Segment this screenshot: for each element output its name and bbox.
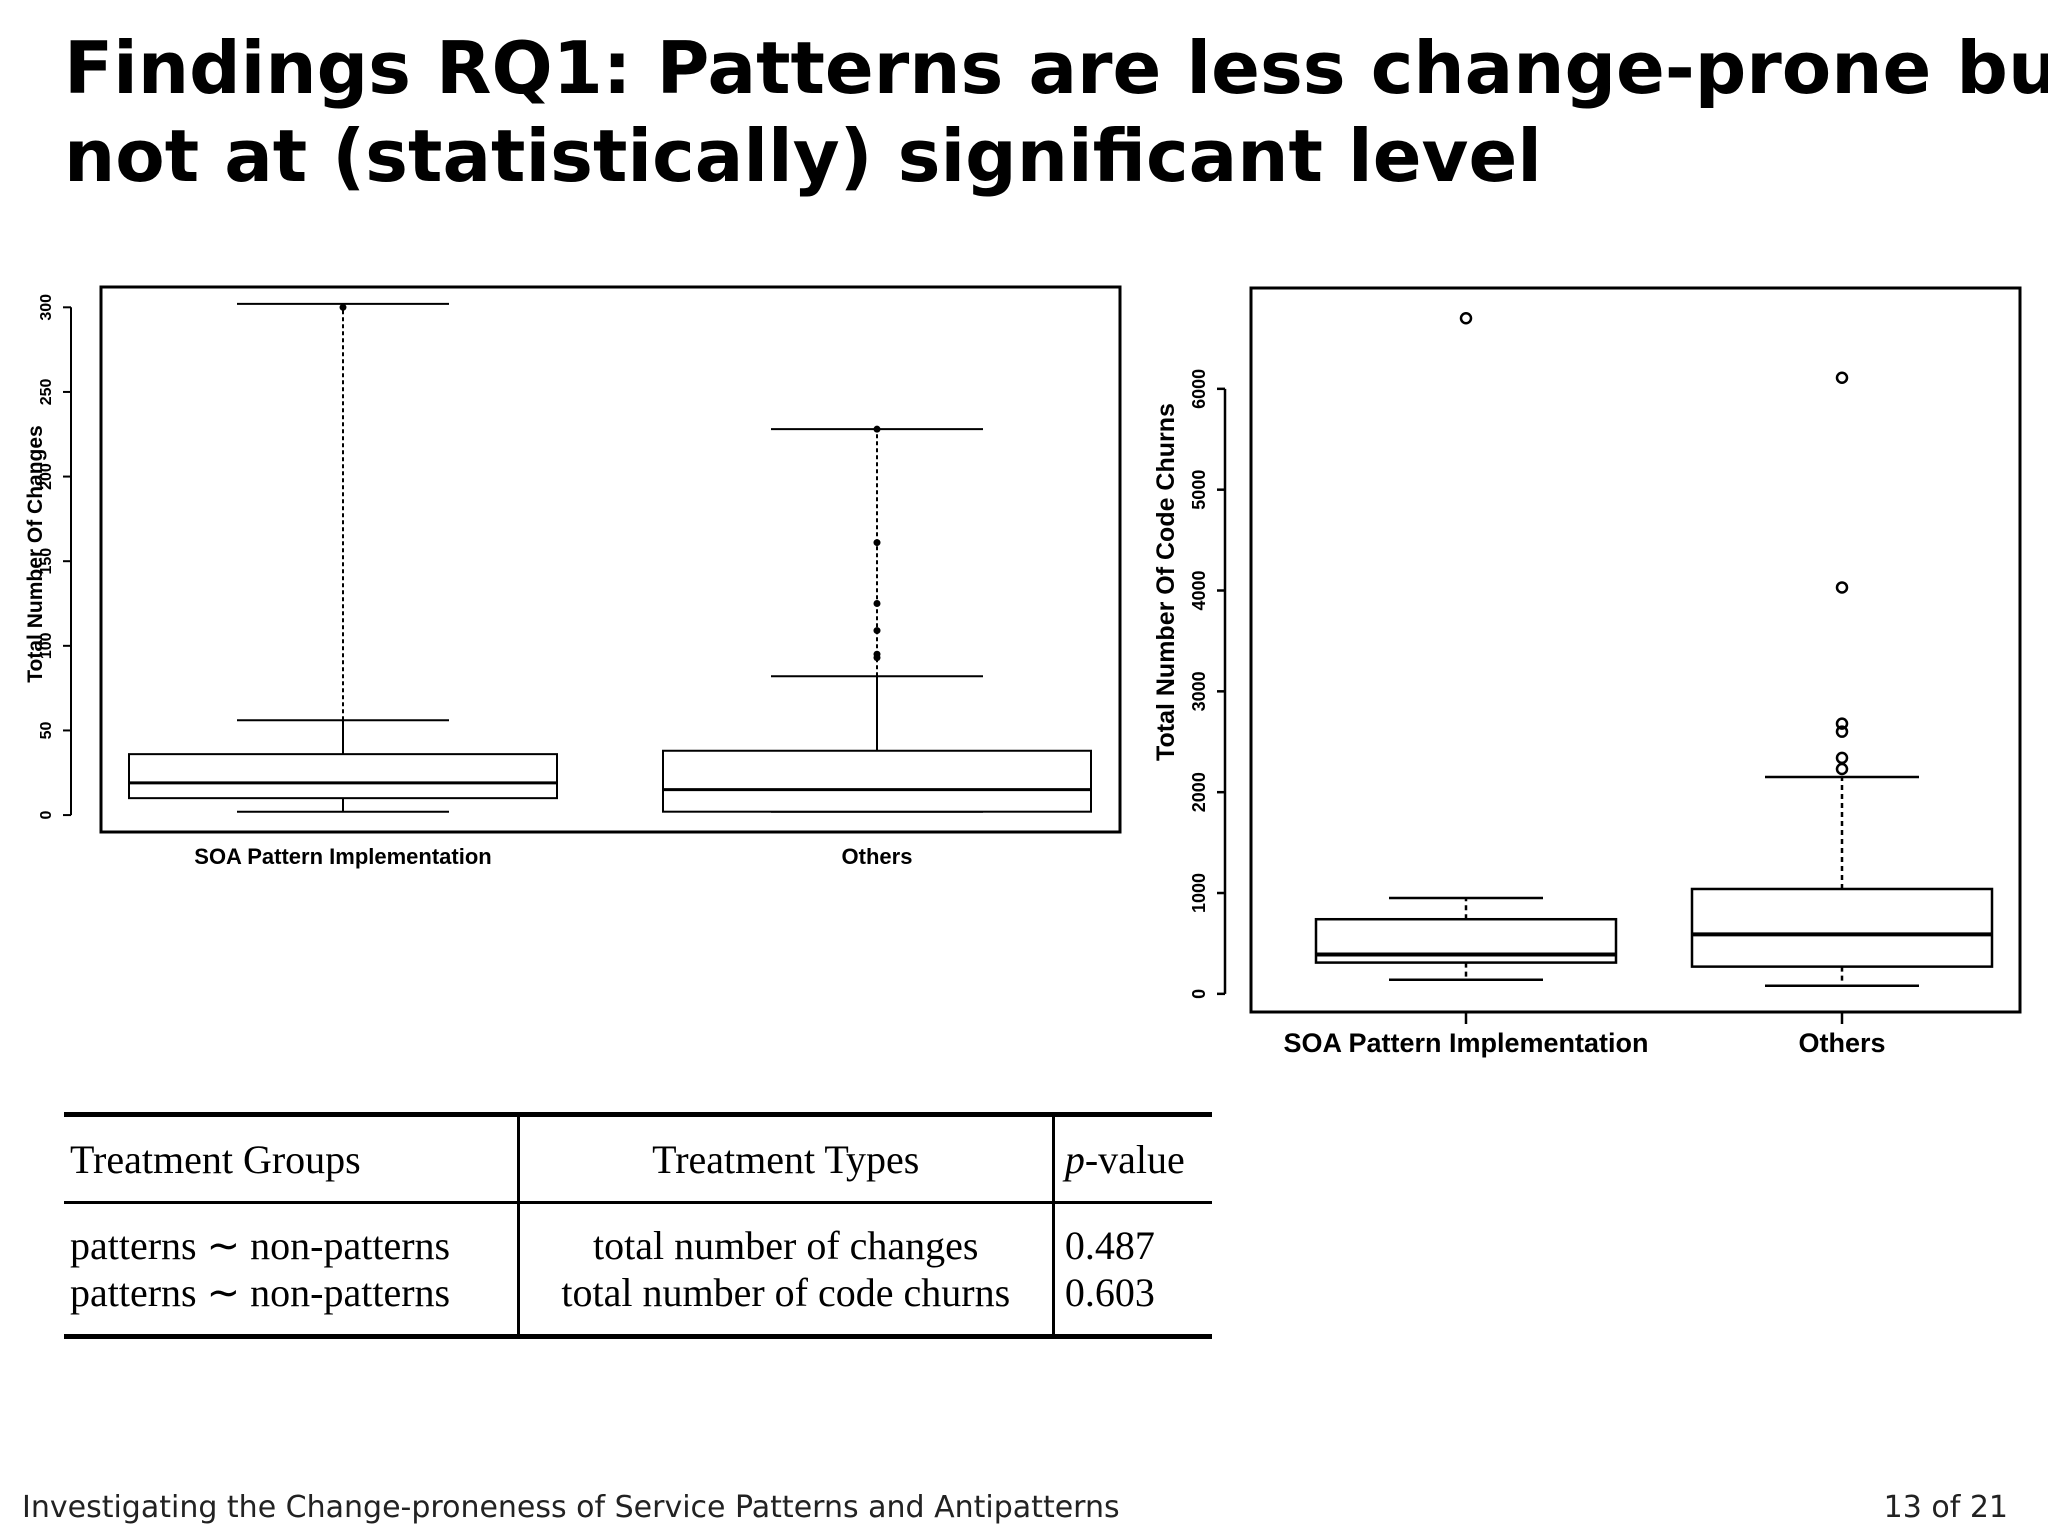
y-tick-label: 0	[38, 811, 55, 820]
cell-type: total number of code churns	[518, 1269, 1055, 1337]
table-row: patterns ∼ non-patterns total number of …	[64, 1202, 1212, 1269]
y-axis-label: Total Number Of Changes	[24, 425, 47, 682]
y-tick-label: 200	[38, 463, 55, 490]
y-tick-label: 100	[38, 632, 55, 659]
outlier-point	[1835, 762, 1849, 776]
table-header-row: Treatment Groups Treatment Types p-value	[64, 1114, 1212, 1204]
box	[662, 749, 1092, 813]
y-tick-label: 5000	[1189, 470, 1209, 510]
box	[128, 753, 558, 800]
outlier-point	[873, 650, 881, 658]
cell-group: patterns ∼ non-patterns	[64, 1269, 520, 1337]
cell-p-value: 0.487	[1064, 1223, 1155, 1268]
slide-title-line-2: not at (statistically) significant level	[64, 114, 1542, 198]
x-tick-label: SOA Pattern Implementation	[194, 844, 491, 869]
outlier-point	[873, 600, 881, 608]
cell-p-value: 0.603	[1064, 1270, 1155, 1315]
x-tick-label: Others	[1798, 1028, 1885, 1058]
y-tick-label: 300	[38, 294, 55, 321]
outlier-point	[873, 425, 881, 433]
plot-frame	[1249, 286, 2022, 1014]
outlier-point	[873, 539, 881, 547]
y-tick-label: 2000	[1189, 772, 1209, 812]
y-axis-label: Total Number Of Code Churns	[1152, 403, 1180, 761]
results-table: Treatment Groups Treatment Types p-value…	[64, 1112, 1212, 1339]
header-treatment-groups: Treatment Groups	[64, 1114, 520, 1204]
cell-group: patterns ∼ non-patterns	[64, 1202, 520, 1269]
page-number: 13 of 21	[1883, 1490, 2008, 1525]
outlier-point	[1835, 371, 1849, 384]
box	[1690, 887, 1994, 968]
slide-title: Findings RQ1: Patterns are less change-p…	[64, 24, 2048, 200]
outlier-point	[1835, 581, 1849, 594]
header-p-value: p-value	[1053, 1114, 1212, 1204]
changes-boxplot: 0 50 100 150 200 250 300 Total Number Of Change…	[24, 285, 1122, 869]
outlier-point	[1459, 312, 1473, 325]
y-tick-label: 3000	[1189, 671, 1209, 711]
cell-type: total number of changes	[518, 1202, 1055, 1269]
outlier-point	[1835, 717, 1849, 730]
y-tick-label: 0	[1189, 989, 1209, 999]
y-tick-label: 50	[38, 721, 55, 739]
y-tick-label: 6000	[1189, 369, 1209, 409]
slide-title-line-1: Findings RQ1: Patterns are less change-p…	[64, 26, 2048, 110]
outlier-point	[339, 303, 347, 311]
outlier-point	[873, 627, 881, 635]
footer-title: Investigating the Change-proneness of Se…	[22, 1490, 1120, 1525]
y-tick-label: 1000	[1189, 873, 1209, 913]
outlier-point	[1835, 725, 1849, 738]
outlier-point	[1835, 751, 1849, 765]
x-tick-label: Others	[842, 844, 913, 869]
header-treatment-types: Treatment Types	[518, 1114, 1055, 1204]
table-row: patterns ∼ non-patterns total number of …	[64, 1269, 1212, 1337]
y-tick-label: 250	[38, 378, 55, 405]
code-churns-boxplot: 0 1000 2000 3000 4000 5000 6000 Total Number Of…	[1152, 286, 2022, 1058]
y-tick-label: 150	[38, 548, 55, 575]
plot-frame	[99, 285, 1122, 834]
x-tick-label: SOA Pattern Implementation	[1283, 1028, 1648, 1058]
y-tick-label: 4000	[1189, 570, 1209, 610]
